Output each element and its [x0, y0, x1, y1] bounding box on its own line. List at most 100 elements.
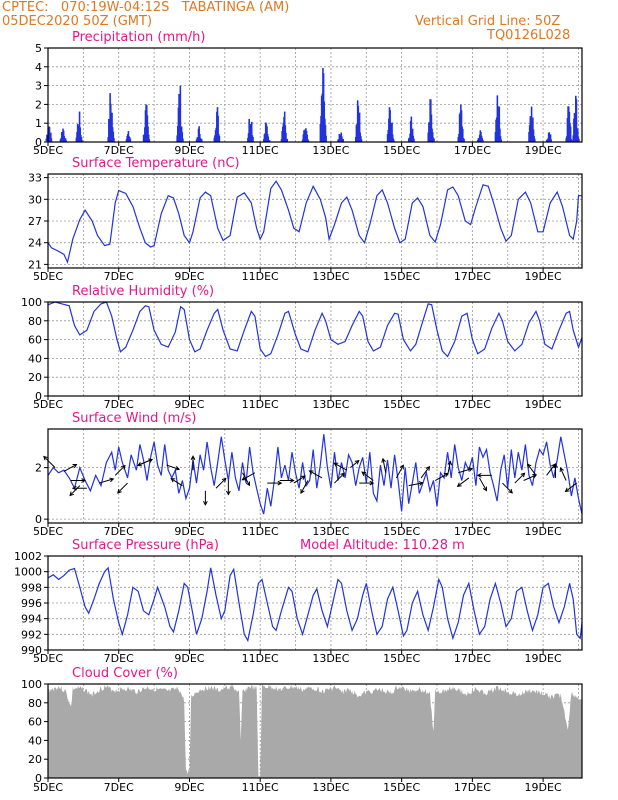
precip-bar	[79, 127, 82, 142]
station-title: CPTEC: 070:19W-04:12S TABATINGA (AM)	[2, 0, 290, 15]
wind-arrow-head	[418, 481, 424, 486]
plot-area-wind	[48, 429, 582, 523]
wind-arrow-head	[520, 472, 526, 478]
x-tick-label: 11DEC	[242, 144, 279, 157]
precip-bar	[499, 128, 501, 142]
precip-bar	[499, 135, 502, 142]
x-tick-label: 15DEC	[383, 144, 420, 157]
model-altitude-label: Model Altitude: 110.28 m	[300, 538, 465, 553]
y-tick-label: 3	[35, 80, 42, 93]
y-tick-label: 24	[28, 237, 42, 250]
wind-arrow-head	[447, 460, 453, 466]
precip-bar	[112, 131, 115, 142]
y-tick-label: 5	[35, 42, 42, 55]
precip-bar	[460, 110, 463, 142]
precip-bar	[413, 138, 415, 142]
x-tick-label: 17DEC	[454, 525, 491, 538]
panel-title-precip: Precipitation (mm/h)	[72, 30, 205, 45]
y-tick-label: 100	[21, 678, 42, 691]
wind-arrow-head	[559, 466, 564, 472]
y-tick-label: 40	[28, 352, 42, 365]
wind-arrow-head	[72, 463, 78, 469]
precip-bar	[50, 138, 53, 142]
precip-bar	[268, 140, 271, 142]
precip-bar	[533, 138, 536, 142]
wind-arrow	[69, 485, 81, 496]
x-tick-label: 5DEC	[33, 652, 63, 665]
wind-arrow-head	[527, 463, 532, 469]
y-tick-label: 4	[35, 61, 42, 74]
wind-arrow-head	[308, 470, 314, 475]
wind-arrow-head	[203, 501, 208, 506]
precip-bar	[360, 136, 362, 142]
wind-arrow	[166, 464, 180, 470]
wind-arrow	[137, 459, 151, 466]
y-tick-label: 1000	[14, 566, 42, 579]
precip-bar	[78, 111, 81, 142]
x-tick-label: 9DEC	[174, 781, 204, 794]
precip-bar	[391, 134, 394, 142]
y-tick-label: 992	[21, 628, 42, 641]
precip-bar	[182, 138, 184, 142]
x-tick-label: 17DEC	[454, 144, 491, 157]
wind-arrow-head	[43, 455, 48, 461]
x-tick-label: 13DEC	[312, 144, 349, 157]
x-tick-label: 19DEC	[525, 652, 562, 665]
precip-bar	[48, 126, 51, 142]
precip-bar	[392, 138, 395, 142]
x-tick-label: 9DEC	[174, 144, 204, 157]
pres-series-line	[47, 566, 583, 643]
x-tick-label: 13DEC	[312, 525, 349, 538]
precip-bar	[218, 135, 221, 142]
wind-arrow	[502, 482, 513, 494]
wind-arrow	[242, 472, 256, 481]
y-tick-label: 1	[35, 117, 42, 130]
wind-arrow	[99, 478, 114, 484]
wind-arrow	[170, 478, 183, 487]
precip-bar	[341, 136, 343, 142]
wind-arrow-head	[121, 464, 126, 470]
x-tick-label: 7DEC	[104, 781, 134, 794]
y-tick-label: 33	[28, 172, 42, 185]
y-tick-label: 2	[35, 462, 42, 475]
y-tick-label: 100	[21, 296, 42, 309]
precip-bar	[324, 124, 327, 142]
wind-arrow	[361, 471, 374, 481]
wind-arrow	[546, 463, 556, 476]
wind-arrow-head	[277, 480, 283, 486]
wind-arrow	[63, 464, 77, 472]
precip-bar	[482, 139, 484, 142]
plot-frame-rh	[47, 301, 583, 397]
wind-arrow-head	[190, 455, 196, 460]
x-tick-label: 7DEC	[104, 398, 134, 411]
wind-arrow	[395, 465, 404, 479]
wind-arrow-head	[354, 459, 360, 465]
plot-frame-precip	[47, 47, 583, 143]
x-tick-label: 11DEC	[242, 398, 279, 411]
wind-arrow	[447, 461, 451, 476]
panel-title-rh: Relative Humidity (%)	[72, 284, 214, 299]
precip-bar	[307, 140, 310, 142]
x-tick-label: 11DEC	[242, 525, 279, 538]
y-tick-label: 0	[35, 513, 42, 526]
wind-arrow	[457, 477, 470, 487]
y-tick-label: 80	[28, 697, 42, 710]
wind-arrow-head	[69, 491, 75, 497]
precip-bar	[306, 134, 308, 142]
wind-arrow	[514, 472, 525, 484]
plot-area-precip	[48, 48, 582, 142]
wind-arrow	[565, 482, 577, 492]
panel-title-pres: Surface Pressure (hPa)	[72, 538, 219, 553]
precip-bar	[410, 116, 413, 142]
wind-arrow	[293, 475, 306, 484]
x-tick-label: 13DEC	[312, 781, 349, 794]
wind-arrow	[117, 482, 128, 494]
wind-arrow-head	[333, 462, 339, 467]
y-tick-label: 60	[28, 716, 42, 729]
precip-bar	[325, 135, 327, 142]
wind-series-line	[47, 434, 583, 515]
plot-frame-temp	[47, 173, 583, 269]
y-tick-label: 998	[21, 581, 42, 594]
wind-arrow	[523, 474, 537, 481]
